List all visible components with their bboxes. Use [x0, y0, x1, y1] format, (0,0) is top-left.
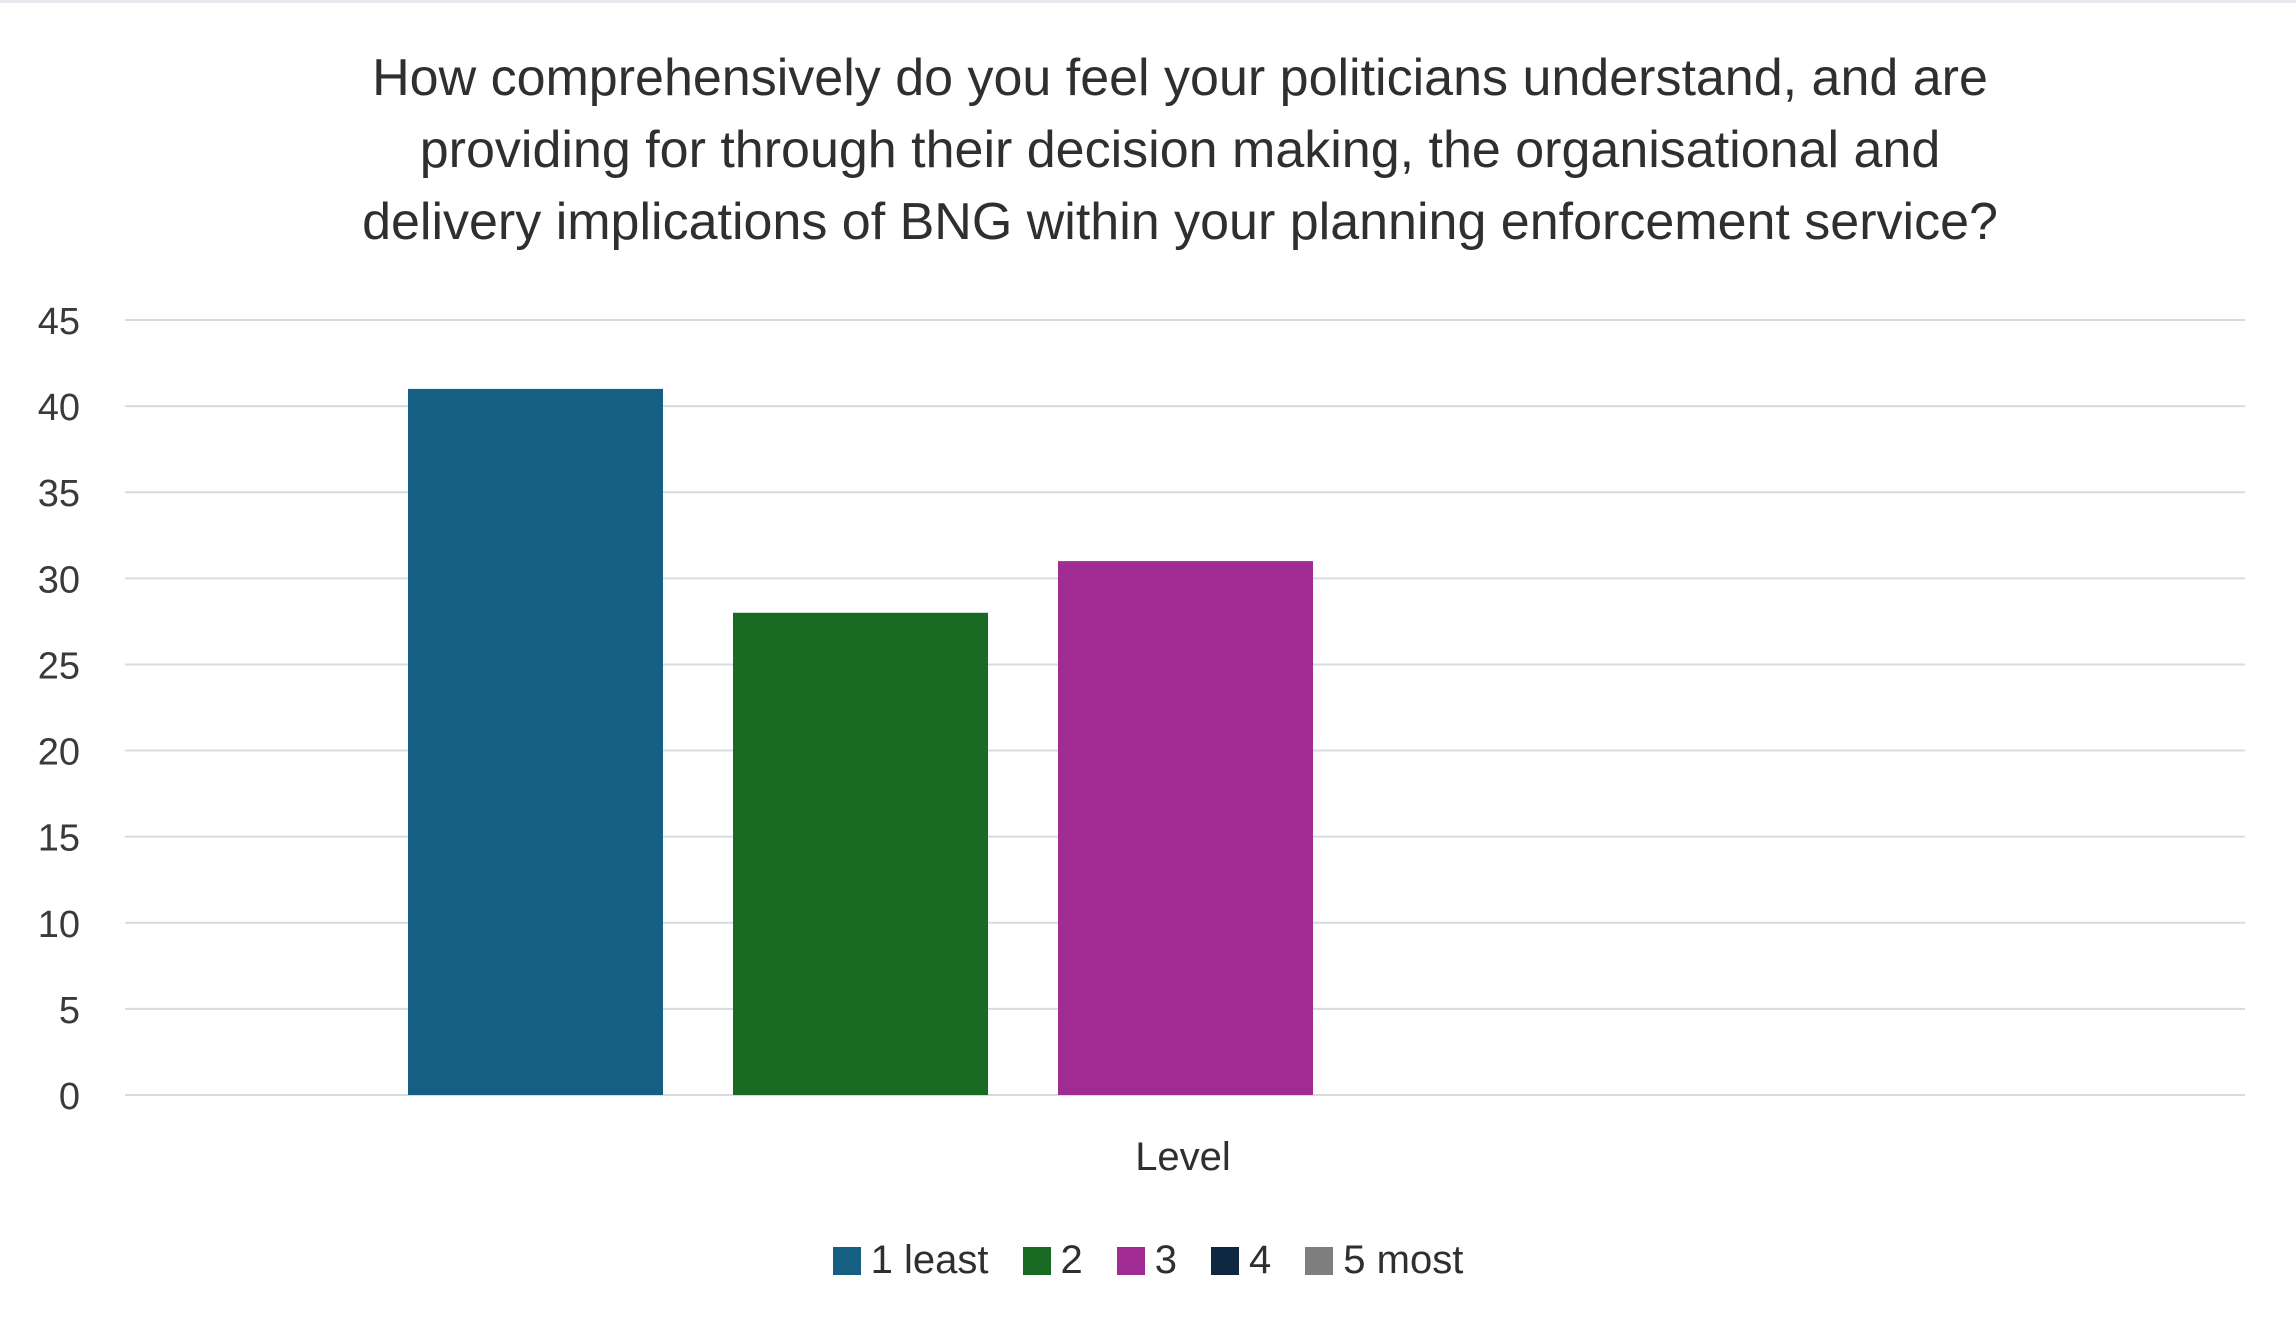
y-tick-label: 30 — [38, 559, 80, 601]
y-tick-label: 25 — [38, 645, 80, 687]
y-tick-label: 0 — [59, 1076, 80, 1118]
legend-swatch — [832, 1246, 861, 1275]
legend-swatch — [1211, 1246, 1240, 1275]
legend-swatch — [1116, 1246, 1145, 1275]
legend-swatch — [1305, 1246, 1334, 1275]
y-tick-label: 5 — [59, 990, 80, 1032]
y-tick-label: 35 — [38, 473, 80, 515]
y-tick-label: 40 — [38, 387, 80, 429]
legend-item: 3 — [1116, 1238, 1178, 1283]
legend-label: 3 — [1154, 1238, 1178, 1282]
legend-item: 2 — [1022, 1238, 1083, 1283]
x-category-label: Level — [1135, 1135, 1231, 1179]
top-rule — [0, 0, 2296, 3]
y-tick-label: 15 — [38, 818, 80, 860]
y-tick-label: 45 — [38, 301, 80, 343]
y-tick-label: 10 — [38, 904, 80, 946]
legend-label: 5 most — [1343, 1238, 1464, 1282]
y-axis-ticks: 0 5 10 15 20 25 30 35 40 45 — [38, 301, 80, 1118]
bar-3 — [1058, 561, 1313, 1095]
legend-item: 5 most — [1305, 1238, 1463, 1283]
legend-label: 4 — [1249, 1238, 1272, 1282]
legend-item: 4 — [1211, 1238, 1271, 1283]
legend-item: 1 least — [832, 1238, 989, 1283]
chart-title-line-1: How comprehensively do you feel your pol… — [372, 49, 1988, 107]
bars — [408, 388, 1313, 1095]
chart-title-line-3: delivery implications of BNG within your… — [362, 193, 1998, 251]
y-tick-label: 20 — [38, 732, 80, 774]
legend-swatch — [1022, 1246, 1051, 1275]
legend: 1 least 2 3 4 5 most — [0, 1238, 2296, 1283]
chart-title: How comprehensively do you feel your pol… — [200, 42, 2160, 258]
bar-2 — [733, 612, 988, 1095]
chart-title-line-2: providing for through their decision mak… — [419, 121, 1941, 179]
legend-label: 1 least — [870, 1238, 989, 1282]
x-axis: Level — [1135, 1135, 1231, 1179]
bar-1-least — [408, 388, 663, 1095]
legend-label: 2 — [1060, 1238, 1083, 1282]
